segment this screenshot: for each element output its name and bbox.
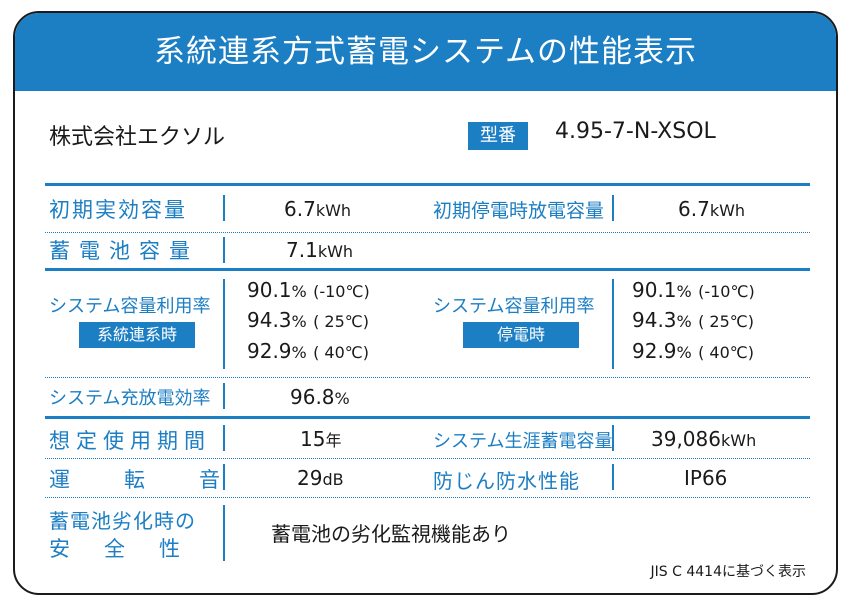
value-degradation-safety: 蓄電池の劣化監視機能あり <box>271 522 511 546</box>
label-utilization-grid: システム容量利用率 <box>49 296 211 317</box>
label-lifetime-storage: システム生涯蓄電容量 <box>433 431 613 452</box>
divider-dotted <box>45 497 810 498</box>
badge-outage: 停電時 <box>463 322 579 348</box>
value-charge-discharge-efficiency: 96.8% <box>290 385 350 409</box>
separator <box>223 425 225 451</box>
value-utilization-grid-2: 94.3% ( 25℃) <box>247 308 369 332</box>
value-utilization-grid-1: 90.1% (-10℃) <box>247 278 370 302</box>
value-initial-effective-capacity: 6.7kWh <box>284 197 352 221</box>
value-expected-lifetime: 15年 <box>300 427 342 451</box>
value-utilization-grid-3: 92.9% ( 40℃) <box>247 339 369 363</box>
footnote: JIS C 4414に基づく表示 <box>650 564 806 580</box>
model-badge: 型番 <box>468 122 528 150</box>
divider <box>45 416 810 419</box>
separator <box>612 425 614 451</box>
value-initial-outage-capacity: 6.7kWh <box>678 197 746 221</box>
separator <box>223 279 225 369</box>
separator <box>612 195 614 221</box>
value-operating-sound: 29dB <box>297 466 344 490</box>
value-utilization-outage-2: 94.3% ( 25℃) <box>632 308 754 332</box>
separator <box>223 464 225 490</box>
value-utilization-outage-1: 90.1% (-10℃) <box>632 278 755 302</box>
value-battery-capacity: 7.1kWh <box>286 238 354 262</box>
page-title: 系統連系方式蓄電システムの性能表示 <box>15 13 836 91</box>
label-degradation-safety-line1: 蓄電池劣化時の <box>49 509 196 533</box>
label-initial-effective-capacity: 初期実効容量 <box>49 198 187 222</box>
divider-dotted <box>45 377 810 378</box>
separator <box>223 195 225 221</box>
value-utilization-outage-3: 92.9% ( 40℃) <box>632 339 754 363</box>
divider-dotted <box>45 232 810 233</box>
divider <box>45 268 810 271</box>
value-ingress-protection: IP66 <box>684 466 728 490</box>
label-utilization-outage: システム容量利用率 <box>433 296 595 317</box>
value-lifetime-storage: 39,086kWh <box>651 427 757 451</box>
badge-grid-connected: 系統連系時 <box>79 322 195 348</box>
company-name: 株式会社エクソル <box>49 125 226 150</box>
label-operating-sound: 運転音 <box>49 468 274 492</box>
separator <box>223 237 225 263</box>
separator <box>612 279 614 369</box>
label-charge-discharge-efficiency: システム充放電効率 <box>49 388 211 409</box>
model-number: 4.95-7-N-XSOL <box>555 119 716 144</box>
label-degradation-safety-line2: 安全性 <box>49 537 214 561</box>
label-initial-outage-capacity: 初期停電時放電容量 <box>433 200 605 222</box>
separator <box>612 464 614 490</box>
performance-label-card: 系統連系方式蓄電システムの性能表示 株式会社エクソル 型番 4.95-7-N-X… <box>13 11 838 595</box>
label-battery-capacity: 蓄電池容量 <box>49 239 199 263</box>
divider-top <box>45 183 810 186</box>
divider-dotted <box>45 458 810 459</box>
separator <box>223 383 225 409</box>
label-expected-lifetime: 想定使用期間 <box>49 429 211 453</box>
separator <box>223 505 225 561</box>
label-ingress-protection: 防じん防水性能 <box>433 469 580 493</box>
